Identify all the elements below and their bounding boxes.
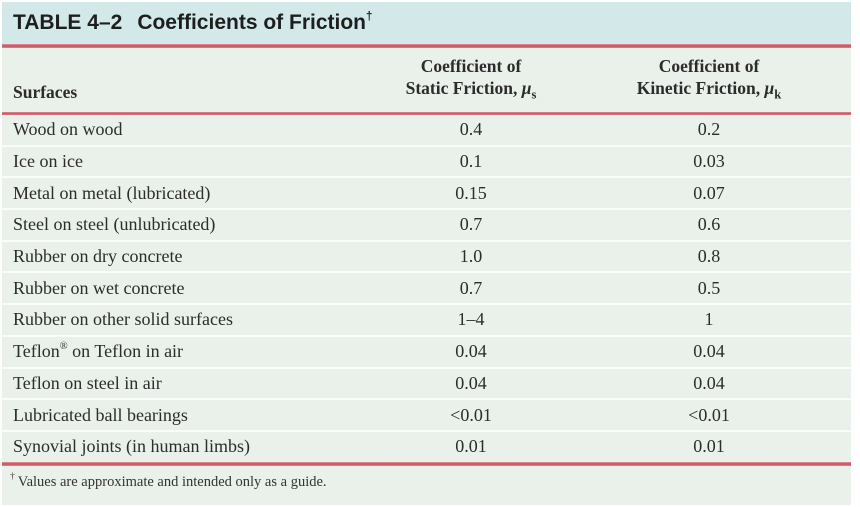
static-value: 0.04: [455, 372, 487, 393]
table-row: Synovial joints (in human limbs) 0.01 0.…: [2, 431, 851, 462]
column-header-kinetic: Coefficient of Kinetic Friction, μk: [636, 56, 782, 102]
static-value: 1–4: [457, 309, 485, 330]
table-row: Lubricated ball bearings <0.01 <0.01: [2, 400, 851, 432]
surface-cell: Lubricated ball bearings: [13, 404, 188, 425]
static-value: <0.01: [450, 404, 492, 425]
surface-cell: Rubber on wet concrete: [13, 277, 185, 298]
dagger-mark: †: [366, 11, 373, 23]
surface-cell: Rubber on dry concrete: [13, 246, 183, 267]
static-value: 0.01: [455, 436, 487, 457]
footnote-dagger-mark: †: [10, 471, 15, 482]
divider-rule-header: [2, 112, 851, 115]
kinetic-value: 1: [704, 309, 714, 330]
surface-cell: Rubber on other solid surfaces: [13, 309, 233, 330]
column-header-static: Coefficient of Static Friction, μs: [405, 56, 537, 102]
surface-cell: Teflon® on Teflon in air: [13, 341, 184, 362]
table-row: Rubber on wet concrete 0.7 0.5: [2, 273, 851, 306]
static-value: 1.0: [459, 246, 483, 267]
table-row: Rubber on dry concrete 1.0 0.8: [2, 241, 851, 274]
static-value: 0.7: [459, 214, 483, 235]
surface-cell: Teflon on steel in air: [13, 372, 162, 393]
table-title-bar: TABLE 4–2 Coefficients of Friction†: [2, 2, 851, 44]
table-footnote: † Values are approximate and intended onl…: [2, 465, 851, 505]
kinetic-value: 0.5: [697, 277, 721, 298]
divider-rule-bottom: [2, 461, 851, 466]
table-row: Wood on wood 0.4 0.2: [2, 115, 851, 147]
table-row: Rubber on other solid surfaces 1–4 1: [2, 305, 851, 337]
surface-cell: Wood on wood: [13, 119, 123, 140]
kinetic-value: <0.01: [688, 404, 730, 425]
table-header-row: Surfaces Coefficient of Static Friction,…: [2, 48, 851, 112]
static-value: 0.7: [459, 277, 483, 298]
kinetic-value: 0.04: [693, 372, 725, 393]
footnote-text: Values are approximate and intended only…: [17, 473, 327, 490]
static-value: 0.1: [459, 151, 483, 172]
table-body: Wood on wood 0.4 0.2 Ice on ice 0.1 0.03…: [2, 115, 851, 462]
table-row: Metal on metal (lubricated) 0.15 0.07: [2, 178, 851, 211]
kinetic-value: 0.8: [697, 246, 721, 267]
table-number: TABLE 4–2: [13, 11, 123, 34]
table-row: Teflon® on Teflon in air 0.04 0.04: [2, 336, 851, 369]
surface-cell: Ice on ice: [13, 151, 83, 172]
registered-mark: ®: [59, 341, 68, 353]
kinetic-value: 0.03: [693, 151, 725, 172]
kinetic-value: 0.07: [693, 182, 725, 203]
surface-cell: Synovial joints (in human limbs): [13, 436, 250, 457]
static-value: 0.4: [459, 119, 483, 140]
static-value: 0.04: [455, 341, 487, 362]
static-value: 0.15: [455, 182, 487, 203]
table-row: Ice on ice 0.1 0.03: [2, 146, 851, 179]
column-header-surfaces: Surfaces: [13, 81, 78, 102]
table-row: Teflon on steel in air 0.04 0.04: [2, 368, 851, 401]
kinetic-value: 0.01: [693, 436, 725, 457]
table-row: Steel on steel (unlubricated) 0.7 0.6: [2, 210, 851, 242]
surface-cell: Steel on steel (unlubricated): [13, 214, 216, 235]
surface-cell: Metal on metal (lubricated): [13, 182, 211, 203]
divider-rule-top: [2, 44, 851, 48]
table-title: Coefficients of Friction†: [137, 11, 373, 34]
kinetic-value: 0.04: [693, 341, 725, 362]
kinetic-value: 0.6: [697, 214, 721, 235]
friction-table: TABLE 4–2 Coefficients of Friction† Surf…: [2, 2, 851, 505]
kinetic-value: 0.2: [697, 119, 721, 140]
